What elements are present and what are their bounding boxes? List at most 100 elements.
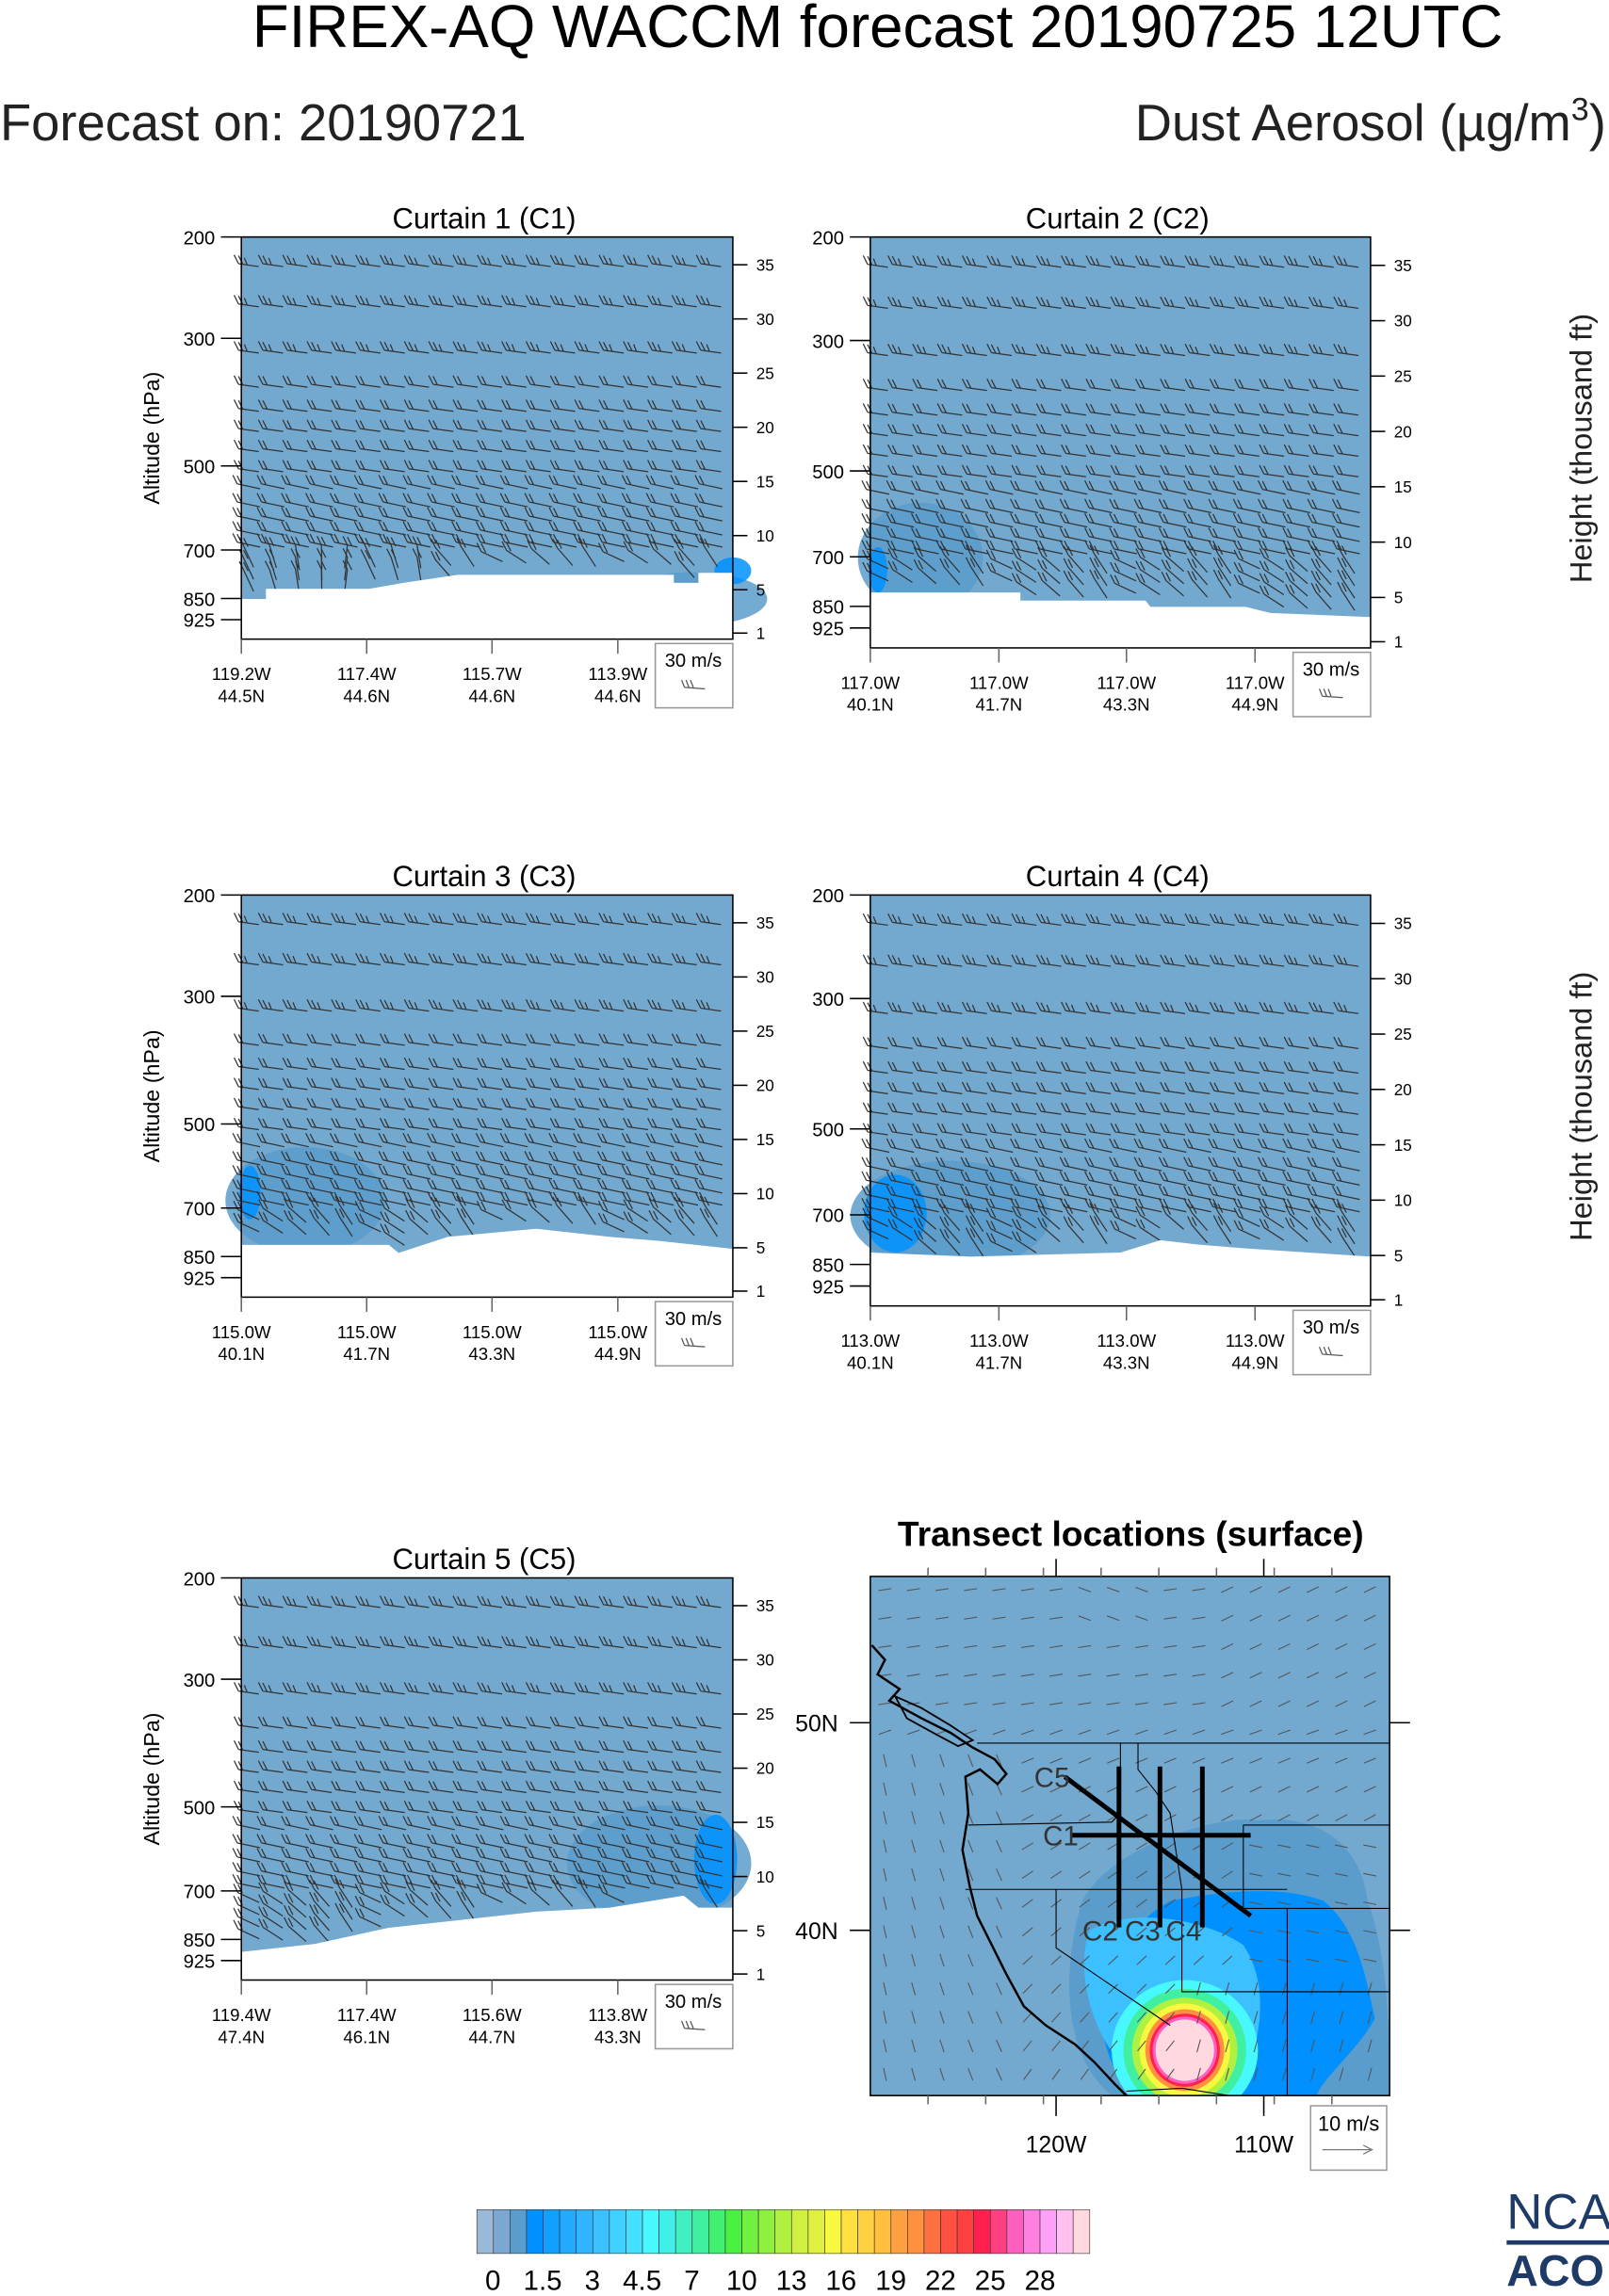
wind-barb	[452, 1716, 479, 1729]
wind-barb	[1035, 378, 1062, 392]
wind-barb	[428, 419, 454, 432]
wind-barb	[477, 460, 503, 473]
wind-barb	[548, 533, 577, 548]
y-tick-label: 925	[184, 611, 216, 632]
wind-vector-arrow	[911, 1839, 917, 1853]
wind-barb	[986, 255, 1013, 268]
wind-barb	[306, 1760, 333, 1773]
y2-tick-label: 20	[1394, 1081, 1412, 1099]
wind-barb	[912, 423, 938, 437]
wind-barb	[549, 439, 576, 453]
wind-barb	[402, 1848, 431, 1863]
wind-vector-arrow	[1078, 1757, 1092, 1764]
wind-vector-arrow	[1307, 1786, 1320, 1793]
wind-vector-arrow	[1334, 1958, 1348, 1963]
wind-barb	[379, 254, 405, 267]
wind-barb	[282, 439, 308, 453]
wind-barb	[1283, 1060, 1309, 1075]
wind-barb	[379, 1780, 405, 1793]
y-tick-label: 850	[812, 598, 844, 619]
wind-barb	[986, 403, 1013, 416]
wind-barb	[378, 1151, 407, 1166]
wind-barb	[403, 1682, 430, 1695]
wind-barb	[451, 521, 479, 536]
y2-tick-label: 1	[1394, 1291, 1404, 1309]
wind-barb	[1234, 1036, 1260, 1049]
wind-barb	[525, 1716, 551, 1729]
wind-vector-arrow	[1079, 1927, 1091, 1937]
wind-barb	[1085, 423, 1112, 437]
wind-barb	[501, 1682, 527, 1695]
wind-barb	[1134, 1102, 1161, 1115]
wind-barb	[331, 952, 357, 966]
wind-barb	[577, 538, 596, 567]
wind-legend-label: 30 m/s	[1303, 1318, 1360, 1338]
wind-vector-arrow	[1249, 1872, 1262, 1877]
wind-barb	[986, 913, 1013, 927]
wind-barb	[1110, 913, 1136, 927]
wind-barb	[1034, 527, 1064, 542]
wind-barb	[309, 1903, 331, 1932]
wind-barb	[695, 1716, 722, 1729]
x-tick-lat: 43.3N	[594, 2027, 642, 2046]
wind-barb	[428, 1682, 454, 1695]
wind-vector-arrow	[1277, 1586, 1291, 1593]
wind-barb	[1135, 560, 1161, 583]
wind-barb	[549, 1780, 576, 1793]
wind-vector-arrow	[1335, 1672, 1348, 1679]
wind-barb	[1085, 913, 1112, 927]
wind-barb	[671, 1057, 697, 1071]
x-tick-lat: 44.9N	[594, 1344, 642, 1364]
wind-barb	[1187, 545, 1209, 574]
wind-barb	[674, 1208, 695, 1237]
wind-barb	[648, 1209, 672, 1236]
wind-barb	[477, 1801, 503, 1814]
wind-barb	[1258, 1156, 1286, 1172]
wind-barb	[695, 1635, 722, 1649]
wind-vector-arrow	[1049, 1616, 1064, 1620]
wind-barb	[281, 1179, 309, 1194]
wind-barb	[699, 1207, 718, 1237]
wind-barb	[936, 378, 963, 392]
y2-tick-label: 10	[1394, 534, 1412, 552]
wind-barb	[355, 1716, 381, 1729]
wind-vector-arrow	[1134, 1644, 1148, 1649]
colorbar-swatch	[807, 2208, 825, 2255]
wind-vector-arrow	[1049, 1814, 1063, 1821]
wind-barb	[257, 913, 284, 926]
wind-barb	[647, 1716, 673, 1729]
wind-barb	[1061, 464, 1086, 477]
wind-vector-arrow	[1049, 1729, 1063, 1736]
wind-barb	[258, 1882, 284, 1905]
wind-barb	[694, 493, 723, 508]
wind-barb	[573, 1165, 601, 1180]
wind-vector-arrow	[1080, 2068, 1089, 2080]
wind-barb	[984, 498, 1014, 513]
wind-barb	[1133, 1156, 1162, 1172]
wind-vector-arrow	[1108, 2040, 1118, 2052]
wind-barb	[887, 423, 913, 437]
wind-barb	[452, 913, 479, 926]
colorbar-label: 1.5	[524, 2266, 562, 2296]
wind-barb	[1183, 1156, 1211, 1172]
wind-barb	[1283, 403, 1309, 416]
wind-barb	[670, 1816, 699, 1831]
wind-barb	[1259, 1060, 1285, 1075]
x-tick-lon: 117.0W	[1226, 672, 1285, 692]
wind-barb	[309, 1880, 331, 1907]
wind-barb	[427, 521, 455, 536]
colorbar: 0 1.5 3 4.5 7 10 13 16 19 22 25 28	[476, 2208, 1091, 2296]
wind-barb	[939, 1228, 961, 1256]
wind-barb	[1259, 444, 1285, 458]
wind-barb	[1035, 464, 1062, 477]
wind-barb	[1307, 1138, 1336, 1154]
wind-barb	[281, 1816, 309, 1831]
wind-barb	[1011, 913, 1037, 927]
wind-barb	[548, 1165, 577, 1180]
wind-barb	[1160, 378, 1186, 392]
wind-barb	[1085, 1081, 1112, 1094]
wind-barb	[1061, 423, 1086, 437]
wind-barb	[886, 1197, 915, 1213]
wind-barb	[647, 295, 673, 308]
